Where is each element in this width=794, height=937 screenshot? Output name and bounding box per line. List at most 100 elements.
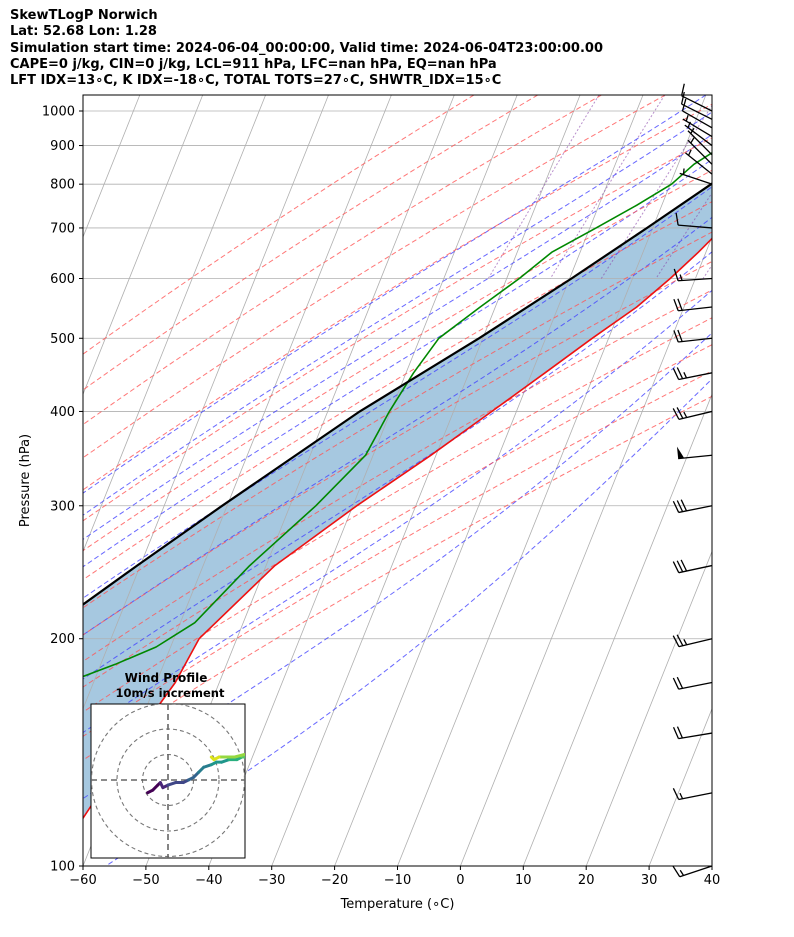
isotherm-gridline [648, 707, 712, 866]
isotherm-gridline [397, 95, 707, 866]
dry-adiabat [83, 95, 475, 355]
x-tick-label: −10 [384, 873, 411, 888]
wind-barb [673, 268, 713, 282]
plot-area [0, 95, 794, 866]
dry-adiabat [83, 95, 602, 426]
isotherm-gridline [0, 95, 14, 866]
isotherm-gridline [711, 864, 712, 866]
y-tick-label: 800 [50, 178, 75, 193]
wind-barb [672, 676, 713, 690]
moist-adiabat [83, 111, 712, 516]
cin-shaded-region [83, 183, 712, 819]
dry-adiabat [83, 289, 712, 663]
moist-adiabat [83, 289, 712, 734]
dry-adiabat [83, 231, 712, 609]
dry-adiabat [83, 201, 712, 581]
wind-barb [672, 499, 713, 514]
wind-barb [680, 91, 713, 120]
lcl-dewpoint-line [769, 111, 794, 142]
y-tick-label: 200 [50, 632, 75, 647]
isotherm-gridline [208, 95, 518, 866]
moist-adiabat [83, 332, 712, 800]
moist-adiabat [83, 186, 712, 599]
dry-adiabat [83, 103, 712, 491]
wind-barb [675, 212, 713, 229]
mixing-ratio-line [735, 95, 794, 279]
mixing-ratio-line [655, 192, 712, 279]
location-line: Lat: 52.68 Lon: 1.28 [10, 24, 157, 40]
mixing-ratio-line [549, 95, 666, 279]
x-tick-label: 0 [456, 873, 464, 888]
y-tick-label: 500 [50, 332, 75, 347]
y-tick-label: 300 [50, 499, 75, 514]
params-line-1: CAPE=0 j/kg, CIN=0 j/kg, LCL=911 hPa, LF… [10, 56, 497, 72]
inset-plot [91, 704, 245, 858]
mixing-ratio-line [702, 264, 712, 279]
x-tick-label: −30 [258, 873, 285, 888]
wind-barb [684, 121, 713, 147]
isotherm-gridline [271, 95, 581, 866]
hodograph-segment [209, 755, 216, 762]
wind-barb [673, 298, 713, 312]
x-tick-label: −40 [195, 873, 222, 888]
wind-barb [679, 168, 713, 185]
x-tick-label: −20 [321, 873, 348, 888]
isotherm-gridline [0, 95, 77, 866]
wind-barb [672, 367, 713, 381]
mixing-ratio-line [487, 95, 600, 279]
dewpoint-line [83, 151, 712, 678]
isotherm-gridline [83, 95, 141, 239]
wind-barb [672, 407, 713, 421]
dry-adiabat [83, 370, 712, 737]
dry-adiabat [83, 137, 712, 522]
moist-adiabat [83, 251, 712, 680]
x-tick-label: 10 [515, 873, 532, 888]
y-axis-label: Pressure (hPa) [18, 434, 33, 527]
hodograph-segment [232, 753, 245, 759]
wind-barb [672, 634, 713, 648]
wind-barb [682, 115, 713, 138]
parcel-profile-line [83, 182, 712, 606]
x-tick-label: 30 [641, 873, 658, 888]
y-tick-label: 900 [50, 139, 75, 154]
x-tick-label: 20 [578, 873, 595, 888]
moist-adiabat [83, 216, 712, 636]
wind-barb [672, 559, 713, 574]
params-line-2: LFT IDX=13∘C, K IDX=-18∘C, TOTAL TOTS=27… [10, 73, 502, 89]
moist-adiabat [83, 133, 712, 541]
chart-header: SkewTLogP Norwich Lat: 52.68 Lon: 1.28 S… [10, 8, 603, 89]
dry-adiabat [83, 95, 666, 459]
y-tick-label: 700 [50, 221, 75, 236]
isotherm-gridline [460, 235, 712, 866]
wind-barb [676, 446, 713, 460]
wind-barb [687, 137, 713, 165]
mixing-ratio-line [600, 104, 712, 279]
isotherm-gridline [83, 95, 329, 710]
wind-barb [687, 127, 713, 156]
isotherm-gridline [83, 95, 204, 396]
x-tick-label: −60 [69, 873, 96, 888]
x-tick-label: 40 [704, 873, 721, 888]
inset-title: Wind Profile [125, 671, 208, 685]
wind-barb [672, 865, 713, 878]
time-line: Simulation start time: 2024-06-04_00:00:… [10, 40, 603, 56]
wind-barb [681, 98, 713, 129]
y-tick-label: 400 [50, 405, 75, 420]
wind-barb [673, 329, 713, 343]
wind-barb [680, 83, 713, 112]
isotherm-gridline [334, 95, 644, 866]
temperature-line [83, 237, 712, 820]
y-tick-label: 100 [50, 860, 75, 875]
moist-adiabat [83, 95, 707, 494]
mixing-ratio-line [778, 95, 794, 279]
wind-barb [672, 726, 713, 740]
y-tick-label: 600 [50, 272, 75, 287]
isotherm-gridline [83, 95, 266, 553]
dry-adiabat [83, 95, 539, 391]
dry-adiabat [83, 344, 712, 713]
wind-barb [672, 788, 713, 801]
inset-subtitle: 10m/s increment [116, 686, 225, 700]
isotherm-gridline [522, 393, 712, 866]
x-axis-label: Temperature (∘C) [340, 897, 455, 912]
